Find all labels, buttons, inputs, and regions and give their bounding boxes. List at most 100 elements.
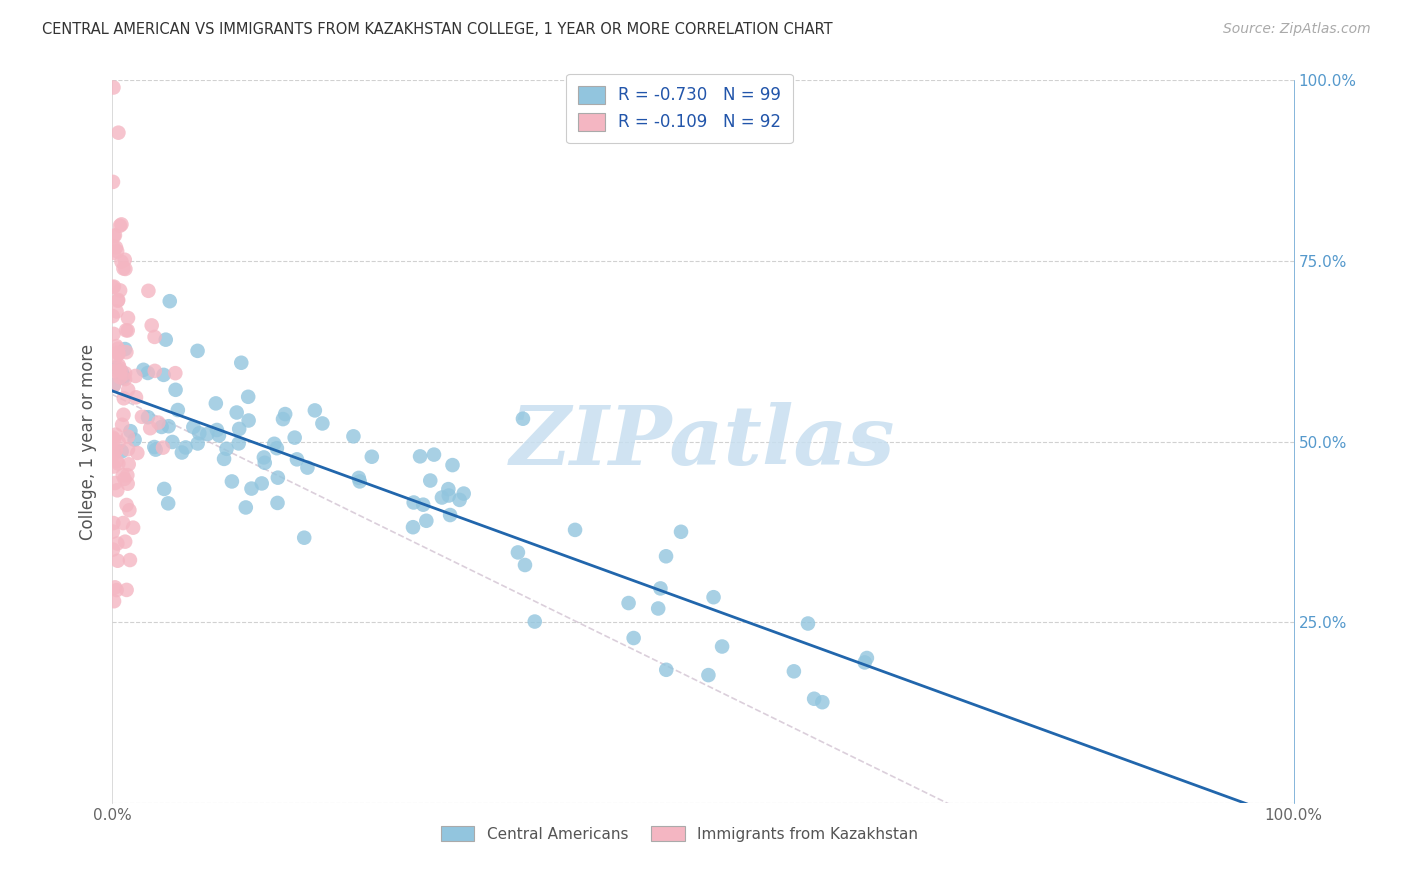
Point (131, 409, 153, 424)
Point (104, 475, 127, 490)
Point (110, 218, 132, 232)
Point (117, 476, 139, 491)
Point (101, 175, 124, 189)
Point (104, 228, 127, 243)
Point (162, 434, 184, 449)
Point (623, 631, 645, 645)
Point (215, 442, 238, 456)
Point (105, 304, 128, 318)
Point (103, 279, 125, 293)
Point (655, 549, 678, 564)
Point (105, 583, 128, 598)
Point (159, 294, 181, 309)
Point (188, 426, 211, 441)
Point (101, 280, 124, 294)
Point (311, 417, 333, 431)
Text: Source: ZipAtlas.com: Source: ZipAtlas.com (1223, 22, 1371, 37)
Point (155, 333, 177, 347)
Point (132, 363, 155, 377)
Point (101, 239, 124, 253)
Point (157, 496, 180, 510)
Point (111, 468, 134, 483)
Point (512, 411, 534, 425)
Point (136, 366, 159, 380)
Point (107, 435, 129, 450)
Point (110, 364, 132, 378)
Point (114, 472, 136, 486)
Point (304, 403, 326, 417)
Point (114, 366, 136, 380)
Point (423, 448, 446, 462)
Point (103, 378, 125, 392)
Point (711, 640, 734, 654)
Point (647, 601, 669, 615)
Point (107, 342, 129, 356)
Point (101, 524, 124, 539)
Point (650, 582, 672, 596)
Point (187, 436, 209, 450)
Point (107, 347, 129, 361)
Point (112, 392, 135, 406)
Point (221, 475, 243, 489)
Point (187, 343, 209, 358)
Point (145, 442, 167, 457)
Point (108, 370, 131, 384)
Point (103, 378, 125, 392)
Point (112, 369, 135, 384)
Point (449, 492, 471, 507)
Point (402, 520, 425, 534)
Point (108, 284, 131, 298)
Point (114, 262, 136, 277)
Text: ZIPatlas: ZIPatlas (510, 401, 896, 482)
Point (105, 536, 128, 550)
Point (703, 591, 725, 605)
Point (564, 523, 586, 537)
Point (212, 451, 235, 466)
Point (208, 428, 231, 442)
Point (152, 441, 174, 455)
Point (120, 424, 142, 438)
Point (141, 318, 163, 333)
Point (124, 433, 146, 447)
Point (111, 365, 134, 379)
Point (105, 244, 128, 259)
Point (415, 514, 437, 528)
Point (101, 309, 124, 323)
Point (284, 431, 307, 445)
Point (103, 229, 125, 244)
Point (342, 429, 364, 443)
Point (263, 437, 285, 451)
Point (170, 445, 193, 459)
Point (138, 284, 160, 298)
Point (811, 695, 834, 709)
Point (103, 594, 125, 608)
Point (108, 219, 131, 233)
Point (127, 446, 149, 460)
Point (439, 508, 461, 522)
Point (250, 476, 273, 491)
Point (669, 524, 692, 539)
Point (783, 665, 806, 679)
Point (101, 542, 124, 557)
Point (107, 293, 129, 308)
Point (110, 254, 132, 268)
Point (118, 457, 141, 471)
Point (101, 447, 124, 461)
Point (122, 521, 145, 535)
Point (412, 498, 434, 512)
Point (103, 326, 125, 341)
Point (117, 310, 139, 325)
Point (655, 663, 678, 677)
Point (114, 342, 136, 356)
Point (453, 486, 475, 500)
Point (104, 445, 127, 459)
Point (117, 429, 139, 443)
Point (513, 558, 536, 572)
Point (112, 408, 135, 422)
Point (143, 440, 166, 454)
Point (360, 450, 382, 464)
Point (103, 459, 125, 474)
Point (125, 390, 148, 404)
Point (253, 456, 276, 470)
Point (235, 500, 257, 515)
